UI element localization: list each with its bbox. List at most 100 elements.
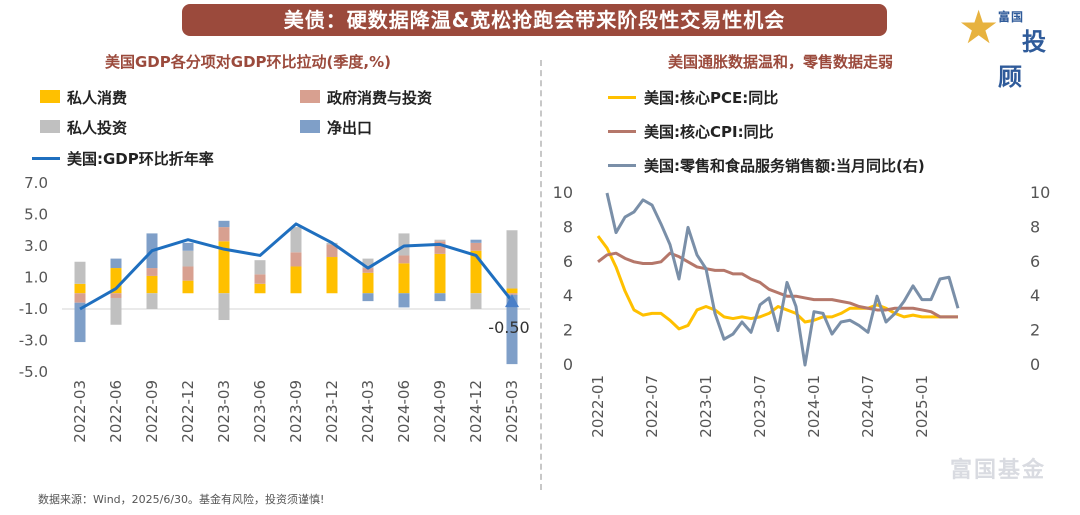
bar-segment xyxy=(506,293,518,295)
y-tick-label: 3.0 xyxy=(24,237,48,255)
legend-swatch xyxy=(608,164,636,167)
bar-segment xyxy=(110,268,122,294)
y-left-tick-label: 4 xyxy=(563,286,573,305)
bar-segment xyxy=(218,227,230,242)
bar-segment xyxy=(218,293,230,321)
x-tick-label: 2023-09 xyxy=(287,380,305,443)
bar-segment xyxy=(74,261,86,284)
y-tick-label: -5.0 xyxy=(19,363,48,381)
bar-segment xyxy=(398,255,410,264)
logo-main-text: 星投顾 xyxy=(998,28,1046,91)
bar-segment xyxy=(470,239,482,243)
x-tick-label: 2025-01 xyxy=(913,375,931,438)
bar-segment xyxy=(290,227,302,253)
x-tick-label: 2022-12 xyxy=(179,380,197,443)
bar-segment xyxy=(146,293,158,309)
bar-segment xyxy=(470,250,482,294)
last-point-marker xyxy=(505,294,519,308)
y-left-tick-label: 2 xyxy=(563,321,573,340)
x-tick-label: 2023-01 xyxy=(697,375,715,438)
star-icon: ★ xyxy=(958,0,1000,54)
y-right-tick-label: 0 xyxy=(1030,355,1040,374)
x-tick-label: 2024-03 xyxy=(359,380,377,443)
bar-segment xyxy=(506,294,518,365)
core-pce-line xyxy=(596,235,958,331)
bar-segment xyxy=(506,288,518,294)
bar-segment xyxy=(362,272,374,294)
bar-segment xyxy=(182,242,194,251)
bar-segment xyxy=(398,233,410,256)
right-chart-title: 美国通胀数据温和，零售数据走弱 xyxy=(668,53,894,71)
bar-segment xyxy=(506,230,518,289)
legend-label: 美国:核心CPI:同比 xyxy=(644,123,774,141)
panel-divider xyxy=(540,60,542,490)
x-tick-label: 2023-12 xyxy=(323,380,341,443)
legend-label: 私人投资 xyxy=(67,119,128,137)
x-tick-label: 2024-12 xyxy=(467,380,485,443)
retail-sales-line xyxy=(605,192,960,367)
bar-segment xyxy=(182,280,194,294)
y-right-tick-label: 8 xyxy=(1030,217,1040,236)
right-chart: 10 10 8 8 6 6 4 4 2 2 0 0 2022-01 2022-07 2023-01 2023-… xyxy=(553,183,1051,438)
x-tick-label: 2022-09 xyxy=(143,380,161,443)
x-tick-label: 2023-06 xyxy=(251,380,269,443)
left-chart: 7.0 5.0 3.0 1.0 -1.0 -3.0 -5.0 2022-03 2022-06 20… xyxy=(19,174,530,443)
gdp-line xyxy=(79,222,514,311)
bar-segment xyxy=(362,293,374,302)
bar-segment xyxy=(398,293,410,308)
bar-segment xyxy=(362,268,374,273)
last-point-annotation: -0.50 xyxy=(488,318,529,337)
bar-segment xyxy=(434,241,446,254)
legend-label: 净出口 xyxy=(327,119,373,137)
bar-segment xyxy=(110,258,122,269)
bar-segment xyxy=(434,293,446,302)
y-left-tick-label: 6 xyxy=(563,252,573,271)
y-tick-label: -1.0 xyxy=(19,300,48,318)
legend-swatch xyxy=(40,90,60,103)
bar-segment xyxy=(362,258,374,269)
y-left-tick-label: 10 xyxy=(553,183,573,202)
legend-swatch xyxy=(300,120,320,133)
y-right-tick-label: 4 xyxy=(1030,286,1040,305)
x-tick-label: 2024-07 xyxy=(859,375,877,438)
y-right-tick-label: 6 xyxy=(1030,252,1040,271)
x-tick-label: 2022-03 xyxy=(71,380,89,443)
legend-swatch xyxy=(608,96,636,99)
bar-segment xyxy=(470,242,482,251)
legend-label: 美国:核心PCE:同比 xyxy=(644,89,779,107)
brand-logo: ★ 富国 星投顾 xyxy=(958,0,1068,91)
x-tick-label: 2024-01 xyxy=(805,375,823,438)
x-tick-label: 2025-03 xyxy=(503,380,521,443)
y-left-tick-label: 8 xyxy=(563,217,573,236)
bar-segment xyxy=(146,268,158,276)
bar-segment xyxy=(74,293,86,303)
legend-label: 政府消费与投资 xyxy=(327,89,433,107)
bar-segment xyxy=(434,253,446,294)
bar-segment xyxy=(434,239,446,242)
bar-segment xyxy=(290,252,302,267)
bar-segment xyxy=(218,220,230,228)
watermark-text: 富国基金 xyxy=(950,458,1047,483)
legend-swatch xyxy=(608,130,636,133)
y-tick-label: 1.0 xyxy=(24,269,48,287)
y-tick-label: -3.0 xyxy=(19,332,48,350)
bar-segment xyxy=(326,257,338,294)
bar-segment xyxy=(254,283,266,294)
banner-title: 美债：硬数据降温&宽松抢跑会带来阶段性交易性机会 xyxy=(182,4,887,36)
bar-segment xyxy=(182,266,194,281)
bar-segment xyxy=(110,293,122,298)
bar-segment xyxy=(254,274,266,284)
bar-segment xyxy=(398,263,410,294)
legend-label: 私人消费 xyxy=(67,89,128,107)
bar-segment xyxy=(470,293,482,309)
x-tick-label: 2023-03 xyxy=(215,380,233,443)
logo-top-text: 富国 xyxy=(998,10,1025,24)
legend-swatch xyxy=(300,90,320,103)
x-tick-label: 2022-07 xyxy=(643,375,661,438)
legend-swatch xyxy=(40,120,60,133)
bar-segment xyxy=(254,260,266,275)
y-left-tick-label: 0 xyxy=(563,355,573,374)
bar-segment xyxy=(146,275,158,294)
x-tick-label: 2022-06 xyxy=(107,380,125,443)
